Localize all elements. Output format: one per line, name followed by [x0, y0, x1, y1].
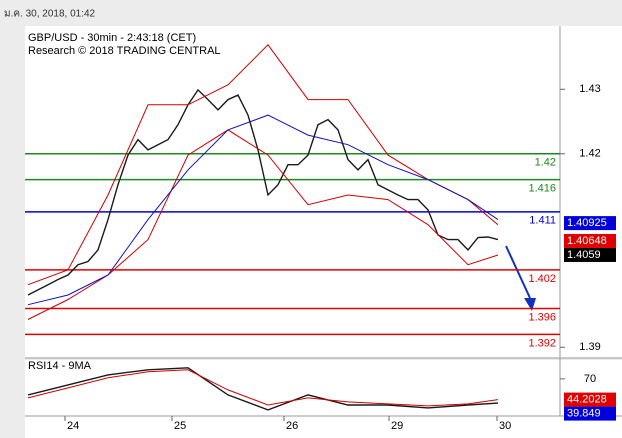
chart-subtitle: Research © 2018 TRADING CENTRAL [28, 45, 221, 57]
x-tick-label: 29 [391, 420, 403, 432]
x-tick-label: 25 [174, 420, 186, 432]
price-tag-bg [564, 233, 616, 248]
series-line [27, 367, 499, 411]
y-tick-label: 1.43 [579, 83, 600, 95]
arrow-head [524, 298, 536, 311]
rsi-panel [25, 360, 622, 416]
level-label: 1.392 [528, 337, 556, 349]
price-tag-bg [564, 216, 616, 231]
x-axis-area [25, 416, 622, 438]
price-tag-bg [564, 392, 616, 407]
price-tag: 1.40648 [567, 235, 607, 247]
level-label: 1.402 [528, 273, 556, 285]
series-line [27, 114, 499, 306]
price-tag: 1.40925 [567, 217, 607, 229]
level-label: 1.42 [535, 157, 556, 169]
chart-title: GBP/USD - 30min - 2:43:18 (CET) [28, 32, 196, 44]
price-tag-bg [564, 406, 616, 421]
level-label: 1.416 [528, 182, 556, 194]
price-tag-bg [564, 247, 616, 262]
arrow [505, 245, 531, 299]
level-label: 1.411 [529, 215, 556, 227]
x-tick-label: 24 [67, 420, 79, 432]
y-tick-label: 1.39 [579, 341, 600, 353]
price-tag: 44.2028 [567, 393, 607, 405]
price-tag: 39.849 [567, 407, 601, 419]
x-tick-label: 30 [499, 420, 511, 432]
rsi-title: RSI14 - 9MA [28, 360, 92, 372]
series-line [27, 88, 499, 296]
level-label: 1.396 [528, 311, 556, 323]
main-panel [25, 26, 622, 358]
series-line [27, 369, 499, 407]
price-tag: 1.4059 [567, 249, 601, 261]
timestamp: ม.ค. 30, 2018, 01:42 [4, 9, 96, 20]
x-tick-label: 26 [286, 420, 298, 432]
y-tick-label: 70 [584, 373, 596, 385]
y-tick-label: 1.42 [579, 148, 600, 160]
